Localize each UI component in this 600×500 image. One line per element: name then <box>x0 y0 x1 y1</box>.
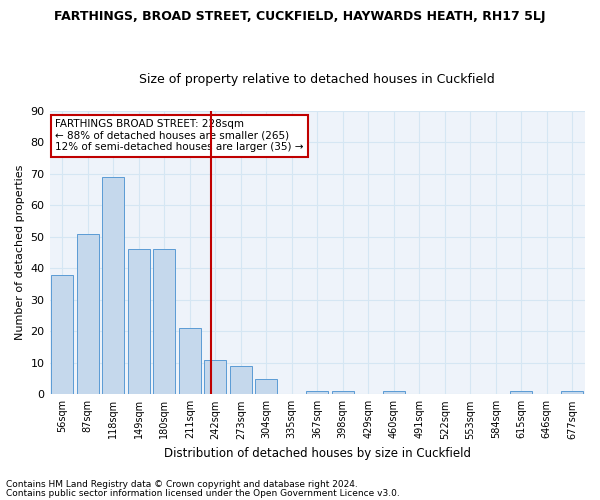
Bar <box>307 391 328 394</box>
Bar <box>256 378 277 394</box>
Bar <box>154 250 175 394</box>
Bar <box>103 177 124 394</box>
Bar <box>562 391 583 394</box>
Bar <box>511 391 532 394</box>
Bar <box>230 366 251 394</box>
Bar <box>205 360 226 394</box>
Text: Contains HM Land Registry data © Crown copyright and database right 2024.: Contains HM Land Registry data © Crown c… <box>6 480 358 489</box>
Title: Size of property relative to detached houses in Cuckfield: Size of property relative to detached ho… <box>139 73 495 86</box>
Text: FARTHINGS, BROAD STREET, CUCKFIELD, HAYWARDS HEATH, RH17 5LJ: FARTHINGS, BROAD STREET, CUCKFIELD, HAYW… <box>54 10 546 23</box>
Bar <box>77 234 98 394</box>
Bar <box>128 250 149 394</box>
Bar <box>179 328 200 394</box>
Text: FARTHINGS BROAD STREET: 228sqm
← 88% of detached houses are smaller (265)
12% of: FARTHINGS BROAD STREET: 228sqm ← 88% of … <box>55 120 304 152</box>
Bar <box>383 391 404 394</box>
Text: Contains public sector information licensed under the Open Government Licence v3: Contains public sector information licen… <box>6 488 400 498</box>
Bar <box>332 391 353 394</box>
X-axis label: Distribution of detached houses by size in Cuckfield: Distribution of detached houses by size … <box>164 447 471 460</box>
Bar <box>52 274 73 394</box>
Y-axis label: Number of detached properties: Number of detached properties <box>15 165 25 340</box>
